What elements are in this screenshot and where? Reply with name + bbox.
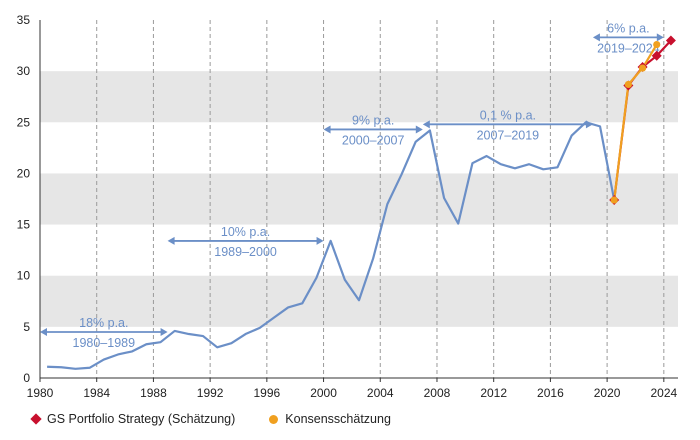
gs-point xyxy=(651,50,662,61)
annotation-period: 2019–2024 xyxy=(597,41,660,55)
consensus-point xyxy=(624,80,632,89)
annotation-rate: 10% p.a. xyxy=(221,225,270,239)
annotations: 18% p.a. 1980–1989 10% p.a. 1989–2000 9% p.a… xyxy=(40,21,664,350)
arrow-head-icon xyxy=(656,33,664,42)
legend-label-gs: GS Portfolio Strategy (Schätzung) xyxy=(47,412,236,426)
gs-point xyxy=(665,35,676,46)
annotation-period: 2007–2019 xyxy=(477,128,540,142)
arrow-head-icon xyxy=(160,327,168,336)
legend: GS Portfolio Strategy (Schätzung) Konsen… xyxy=(30,412,391,426)
x-tick-label: 1984 xyxy=(83,386,110,400)
arrow-head-icon xyxy=(167,236,175,245)
y-tick-label: 20 xyxy=(17,166,31,180)
y-tick-label: 15 xyxy=(17,218,31,232)
dot-marker-icon xyxy=(269,414,279,424)
arrow-head-icon xyxy=(592,33,600,42)
annotation-period: 1980–1989 xyxy=(73,336,136,350)
annotation-rate: 6% p.a. xyxy=(607,21,649,35)
grid-band xyxy=(40,173,678,225)
series-markers xyxy=(609,35,676,206)
annotation-rate: 18% p.a. xyxy=(79,316,128,330)
series-line-consensus xyxy=(613,43,658,201)
x-tick-label: 2012 xyxy=(480,386,507,400)
x-tick-label: 2020 xyxy=(594,386,621,400)
x-tick-label: 1980 xyxy=(27,386,54,400)
arrow-head-icon xyxy=(323,125,331,134)
x-tick-label: 2000 xyxy=(310,386,337,400)
grid-band xyxy=(40,71,678,123)
series-line-history xyxy=(47,121,616,370)
x-tick-label: 2008 xyxy=(424,386,451,400)
vertical-grid xyxy=(96,20,665,378)
consensus-point xyxy=(653,40,661,49)
y-tick-label: 35 xyxy=(17,13,31,27)
annotation-rate: 0,1 % p.a. xyxy=(480,108,536,122)
y-tick-label: 5 xyxy=(23,320,30,334)
grid-bands xyxy=(40,71,678,327)
legend-item-consensus: Konsensschätzung xyxy=(269,412,391,426)
diamond-marker-icon xyxy=(30,413,42,425)
y-tick-label: 0 xyxy=(23,371,30,385)
x-tick-label: 1996 xyxy=(253,386,280,400)
y-tick-label: 25 xyxy=(17,115,31,129)
annotation-period: 1989–2000 xyxy=(214,245,277,259)
arrow-head-icon xyxy=(40,327,47,336)
arrow-head-icon xyxy=(422,120,430,129)
arrow-head-icon xyxy=(316,236,324,245)
consensus-point xyxy=(638,64,647,72)
x-tick-label: 2024 xyxy=(650,386,677,400)
x-tick-label: 2004 xyxy=(367,386,394,400)
x-tick-label: 1988 xyxy=(140,386,167,400)
consensus-point xyxy=(610,196,618,204)
legend-label-consensus: Konsensschätzung xyxy=(285,412,391,426)
arrow-head-icon xyxy=(415,125,423,134)
y-tick-label: 10 xyxy=(17,269,31,283)
axes: 1980 1984 1988 1992 1996 2000 2004 2008 2012 2016… xyxy=(17,13,678,400)
x-tick-label: 2016 xyxy=(537,386,564,400)
x-tick-label: 1992 xyxy=(197,386,224,400)
annotation-rate: 9% p.a. xyxy=(352,113,394,127)
annotation-period: 2000–2007 xyxy=(342,133,405,147)
y-tick-label: 30 xyxy=(17,64,31,78)
legend-item-gs: GS Portfolio Strategy (Schätzung) xyxy=(30,412,236,426)
